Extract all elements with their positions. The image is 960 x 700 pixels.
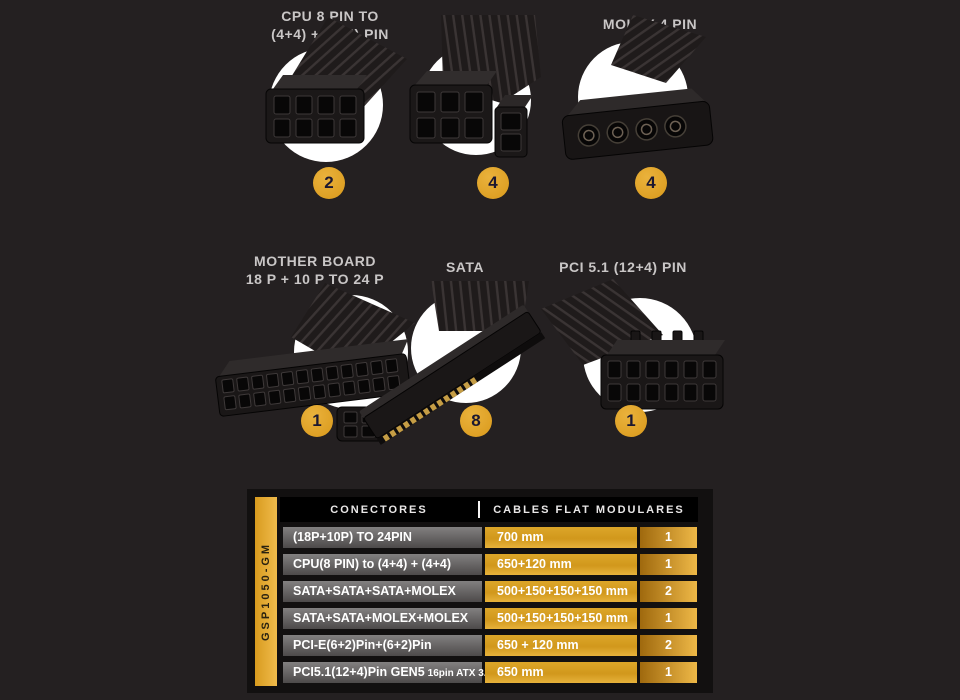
connector-name-cell: SATA+SATA+MOLEX+MOLEX (283, 608, 482, 629)
header-conectores: CONECTORES (330, 503, 428, 516)
connector-name-cell: SATA+SATA+SATA+MOLEX (283, 581, 482, 602)
cable-length-cell: 650+120 mm (485, 554, 637, 575)
connector-card-cpu-8pin: CPU 8 PIN TO (4+4) + (4+4) PIN 2 (215, 0, 445, 220)
count-badge: 1 (615, 405, 647, 437)
table-row: SATA+SATA+MOLEX+MOLEX 500+150+150+150 mm… (283, 608, 697, 629)
connector-photo (215, 283, 415, 465)
quantity-cell: 1 (640, 608, 697, 629)
model-label: GSP1050-GM (255, 497, 277, 686)
connector-card-motherboard: MOTHER BOARD 18 P + 10 P TO 24 P (200, 245, 430, 465)
table-row: PCI5.1(12+4)Pin GEN5 16pin ATX 3.1 650 mm… (283, 662, 697, 683)
molex-4pin-connector-icon (561, 15, 714, 160)
table-row: SATA+SATA+SATA+MOLEX 500+150+150+150 mm … (283, 581, 697, 602)
table-header: CONECTORES CABLES FLAT MODULARES (280, 497, 698, 522)
motherboard-24pin-connector-icon (215, 283, 415, 442)
spec-table-rows: (18P+10P) TO 24PIN 700 mm 1 CPU(8 PIN) t… (283, 527, 697, 689)
connector-name-cell: PCI5.1(12+4)Pin GEN5 16pin ATX 3.1 (283, 662, 492, 683)
cable-length-cell: 500+150+150+150 mm (485, 581, 637, 602)
quantity-cell: 1 (640, 554, 697, 575)
count-badge: 4 (477, 167, 509, 199)
connector-label: SATA (445, 259, 485, 275)
connector-card-pci51: PCI 5.1 (12+4) PIN (508, 245, 738, 465)
connector-name-cell: CPU(8 PIN) to (4+4) + (4+4) (283, 554, 482, 575)
pci-6plus2-connector-icon (409, 15, 541, 158)
connector-name-note: 16pin ATX 3.1 (427, 668, 493, 679)
cable-length-cell: 700 mm (485, 527, 637, 548)
connector-photo (359, 281, 551, 463)
count-badge: 8 (460, 405, 492, 437)
pci51-12plus4-connector-icon (541, 279, 725, 412)
connector-label: PCI 5.1 (12+4) PIN (559, 259, 687, 275)
table-row: (18P+10P) TO 24PIN 700 mm 1 (283, 527, 697, 548)
quantity-cell: 1 (640, 662, 697, 683)
sata-connector-icon (359, 281, 546, 445)
connector-card-sata: SATA (350, 245, 580, 465)
count-badge: 4 (635, 167, 667, 199)
connector-label: MOTHER BOARD 18 P + 10 P TO 24 P (245, 253, 385, 287)
count-badge: 1 (301, 405, 333, 437)
cable-length-cell: 500+150+150+150 mm (485, 608, 637, 629)
connector-photo (233, 17, 407, 197)
connector-name-cell: (18P+10P) TO 24PIN (283, 527, 482, 548)
connector-card-pci-6plus2: PCI 6+2 PIN 4 (375, 0, 605, 220)
connector-card-molex: MOLEX 4 PIN (535, 0, 765, 220)
quantity-cell: 2 (640, 581, 697, 602)
header-divider-line (478, 501, 480, 518)
spec-table-panel: GSP1050-GM CONECTORES CABLES FLAT MODULA… (247, 489, 713, 693)
connector-photo (541, 279, 725, 463)
quantity-cell: 2 (640, 635, 697, 656)
connector-name-cell: PCI-E(6+2)Pin+(6+2)Pin (283, 635, 482, 656)
quantity-cell: 1 (640, 527, 697, 548)
connector-photo (541, 15, 714, 195)
cable-length-cell: 650 + 120 mm (485, 635, 637, 656)
cpu-8pin-connector-icon (265, 17, 407, 162)
count-badge: 2 (313, 167, 345, 199)
cable-length-cell: 650 mm (485, 662, 637, 683)
table-row: CPU(8 PIN) to (4+4) + (4+4) 650+120 mm 1 (283, 554, 697, 575)
header-cables: CABLES FLAT MODULARES (493, 503, 685, 516)
table-row: PCI-E(6+2)Pin+(6+2)Pin 650 + 120 mm 2 (283, 635, 697, 656)
connector-photo (383, 15, 553, 195)
